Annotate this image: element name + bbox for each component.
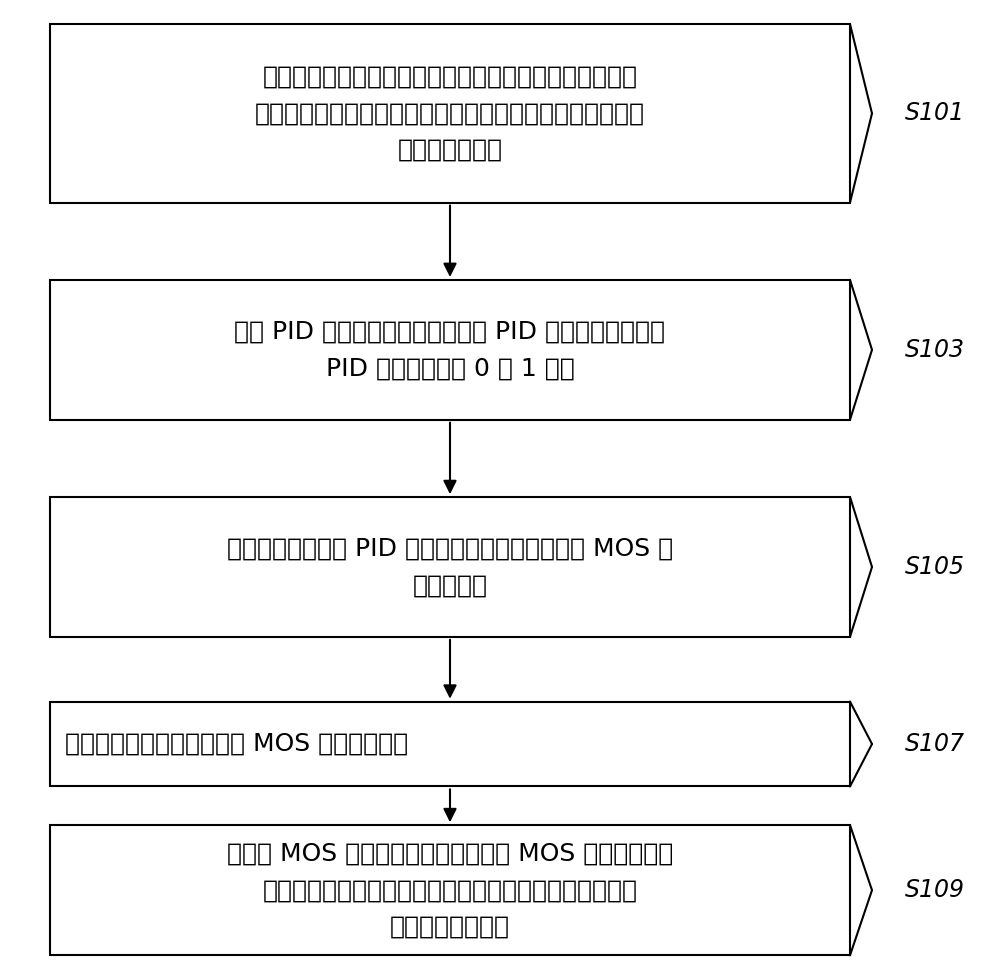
Bar <box>50 24 850 203</box>
Bar <box>50 280 850 420</box>
Text: 值得到电流误差: 值得到电流误差 <box>398 138 503 162</box>
Text: 的导通时间: 的导通时间 <box>413 573 488 597</box>
Text: 出电流值，并基于所述设定充电电流值和所述实际输出电流: 出电流值，并基于所述设定充电电流值和所述实际输出电流 <box>255 101 645 125</box>
Text: 获取后备电池单元中充电电路的设定充电电流值和实际输: 获取后备电池单元中充电电路的设定充电电流值和实际输 <box>262 65 638 89</box>
Text: 将所述 MOS 管的所述导通时间和所述 MOS 管的开关周期: 将所述 MOS 管的所述导通时间和所述 MOS 管的开关周期 <box>227 841 673 866</box>
Text: S109: S109 <box>905 878 965 902</box>
Bar <box>50 497 850 637</box>
Text: PID 输出值限幅在 0 到 1 之间: PID 输出值限幅在 0 到 1 之间 <box>326 356 574 380</box>
Text: S103: S103 <box>905 338 965 362</box>
Text: 分别写入比较寄存器和周期寄存器以调节所述后备电池单: 分别写入比较寄存器和周期寄存器以调节所述后备电池单 <box>262 878 638 902</box>
Text: S107: S107 <box>905 732 965 756</box>
Text: S105: S105 <box>905 555 965 579</box>
Text: 基于 PID 算法和所述电流误差得到 PID 输出值，并将所述: 基于 PID 算法和所述电流误差得到 PID 输出值，并将所述 <box>234 319 666 344</box>
Text: 基于限幅后的所述 PID 输出值得到所述充电电路中 MOS 管: 基于限幅后的所述 PID 输出值得到所述充电电路中 MOS 管 <box>227 537 673 561</box>
Text: 元的充电电流波纹: 元的充电电流波纹 <box>390 915 510 939</box>
Text: S101: S101 <box>905 101 965 125</box>
Bar <box>50 825 850 955</box>
Bar <box>50 702 850 786</box>
Text: 基于所述导通时间得到所述 MOS 管的开关周期: 基于所述导通时间得到所述 MOS 管的开关周期 <box>65 732 408 756</box>
